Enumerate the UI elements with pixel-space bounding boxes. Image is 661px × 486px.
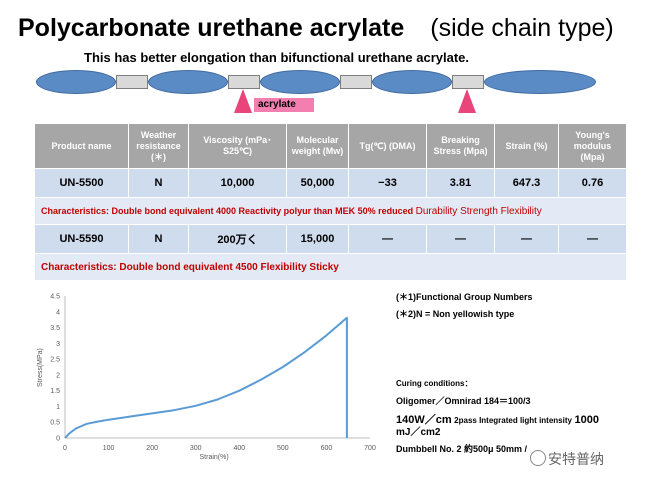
polymer-ellipse-1 [36,70,116,94]
characteristics-row: Characteristics: Double bond equivalent … [34,253,627,281]
chart-y-axis-label: Stress(MPa) [37,348,44,387]
linker-segment-2 [228,75,260,89]
chart-series [64,316,348,439]
polymer-ellipse-5 [484,70,596,94]
chart-y-tick-label: 2 [56,372,60,379]
header-molecular-weight: Molecular weight (Mw) [286,123,349,169]
curing-dumbbell: Dumbbell No. 2 約500μ 50mm / [396,444,528,454]
cell-modulus: — [558,224,627,254]
curing-dose-unit: mJ／cm2 [396,427,441,438]
chart-y-tick-label: 4 [56,309,60,316]
chart-x-tick-label: 0 [63,445,67,452]
characteristics-text: Characteristics: Double bond equivalent … [41,205,414,216]
chart-x-tick-label: 300 [190,445,202,452]
curing-pass: 2pass Integrated light intensity [454,416,572,425]
watermark: 安特普纳 [548,451,604,467]
chart-x-ticks: 0 100 200 300 400 500 600 700 [63,445,376,452]
chart-x-tick-label: 200 [146,445,158,452]
chart-x-tick-label: 700 [364,445,376,452]
cell-stress: — [426,224,495,254]
page-title: Polycarbonate urethane acrylate (side cha… [18,14,614,42]
chart-axes [64,296,370,439]
chart-series-line [64,316,348,439]
linker-segment-1 [116,75,148,89]
cell-weather: N [128,224,189,254]
cell-viscosity: 10,000 [188,168,287,198]
cell-product: UN-5590 [34,224,129,254]
cell-strain: 647.3 [494,168,559,198]
stress-strain-chart: 0 0.5 1 1.5 2 2.5 3 3.5 4 4.5 0 100 200 300 400 500 600… [37,294,376,462]
linker-segment-4 [452,75,484,89]
header-strain: Strain (%) [494,123,559,169]
characteristics-cell: Characteristics: Double bond equivalent … [34,197,627,225]
chart-x-tick-label: 100 [103,445,115,452]
header-tg: Tg(℃) (DMA) [348,123,427,169]
chart-y-tick-label: 4.5 [50,294,60,301]
cell-modulus: 0.76 [558,168,627,198]
characteristics-row: Characteristics: Double bond equivalent … [34,197,627,225]
header-breaking-stress: Breaking Stress (Mpa) [426,123,495,169]
chart-x-tick-label: 400 [233,445,245,452]
cell-mw: 15,000 [286,224,349,254]
curing-intensity: 140W／cm 2pass Integrated light intensity… [396,411,599,427]
acrylate-triangle-1 [234,89,252,113]
polymer-ellipse-3 [260,70,340,94]
curing-power: 140W／cm [396,414,452,426]
cell-viscosity: 200万く [188,224,287,254]
table-header-row: Product name Weather resistance (＊) Visc… [34,123,627,169]
table-row: UN-5590 N 200万く 15,000 — — — — [34,224,627,254]
cell-stress: 3.81 [426,168,495,198]
linker-segment-3 [340,75,372,89]
chart-y-tick-label: 0.5 [50,420,60,427]
curing-title: Curing conditions： [396,379,473,388]
cell-strain: — [494,224,559,254]
chart-y-tick-label: 2.5 [50,357,60,364]
header-youngs-modulus: Young's modulus (Mpa) [558,123,627,169]
cell-tg: — [348,224,427,254]
wechat-logo-icon [530,450,546,466]
chart-y-tick-label: 1 [56,404,60,411]
curing-dose: 1000 [574,414,599,426]
acrylate-tag: acrylate [254,98,314,112]
curing-oligomer: Oligomer／Omnirad 184＝100/3 [396,396,531,406]
cell-product: UN-5500 [34,168,129,198]
header-weather-resistance: Weather resistance (＊) [128,123,189,169]
acrylate-triangle-2 [458,89,476,113]
characteristics-text: Characteristics: Double bond equivalent … [41,261,339,273]
header-viscosity: Viscosity (mPa･S25℃) [188,123,287,169]
page-subtitle: This has better elongation than bifuncti… [84,50,470,65]
cell-tg: −33 [348,168,427,198]
chart-y-tick-label: 0 [56,436,60,443]
note-functional-groups: (＊1)Functional Group Numbers [396,292,533,302]
chart-x-tick-label: 600 [321,445,333,452]
note-non-yellowish: (＊2)N = Non yellowish type [396,309,515,319]
characteristics-cell: Characteristics: Double bond equivalent … [34,253,627,281]
title-paren: (side chain type) [430,14,614,42]
chart-y-tick-label: 3 [56,341,60,348]
cell-weather: N [128,168,189,198]
chart-y-tick-label: 1.5 [50,388,60,395]
polymer-ellipse-2 [148,70,228,94]
chart-y-tick-label: 3.5 [50,325,60,332]
header-product-name: Product name [34,123,129,169]
chart-x-axis-label: Strain(%) [200,454,229,461]
cell-mw: 50,000 [286,168,349,198]
polymer-ellipse-4 [372,70,452,94]
characteristics-highlights: Durability Strength Flexibility [415,205,542,217]
chart-y-ticks: 0 0.5 1 1.5 2 2.5 3 3.5 4 4.5 [50,294,60,443]
table-row: UN-5500 N 10,000 50,000 −33 3.81 647.3 0… [34,168,627,198]
chart-x-tick-label: 500 [277,445,289,452]
properties-table: Product name Weather resistance (＊) Visc… [34,123,627,281]
